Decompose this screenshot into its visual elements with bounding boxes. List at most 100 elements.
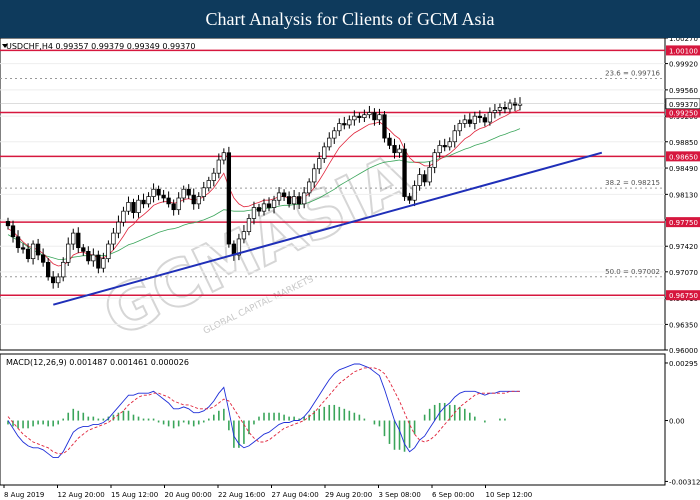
price-tick-label: 0.98850 bbox=[669, 139, 698, 147]
candle-body bbox=[432, 152, 437, 168]
candle-body bbox=[136, 199, 141, 213]
main-price-panel: GCMASIAGLOBAL CAPITAL MARKETS 23.6 = 0.9… bbox=[0, 38, 666, 353]
macd-tick-label: 0.00 bbox=[669, 418, 685, 426]
level-label: 0.97750 bbox=[669, 219, 698, 227]
fibonacci-label: 50.0 = 0.97002 bbox=[605, 268, 660, 276]
time-axis: 8 Aug 2019 12 Aug 20:00 15 Aug 12:00 20 Aug… bbox=[3, 485, 533, 499]
candle-body bbox=[226, 152, 232, 245]
candle-body bbox=[407, 196, 412, 201]
candle-body bbox=[76, 232, 81, 249]
candle-body bbox=[176, 197, 181, 211]
macd-label: MACD(12,26,9) 0.001487 0.001461 0.000026 bbox=[6, 358, 189, 367]
candle-body bbox=[246, 218, 252, 232]
level-label: 0.96750 bbox=[669, 292, 698, 300]
candle-body bbox=[357, 115, 362, 118]
candle-body bbox=[291, 196, 297, 205]
time-tick-label: 10 Sep 12:00 bbox=[486, 491, 533, 499]
page-title: Chart Analysis for Clients of GCM Asia bbox=[0, 0, 700, 38]
candle-body bbox=[302, 192, 307, 205]
candle-body bbox=[387, 137, 392, 146]
candle-body bbox=[266, 203, 272, 208]
candle-body bbox=[442, 145, 447, 148]
candle-body bbox=[10, 225, 16, 238]
candle-body bbox=[101, 258, 106, 269]
candle-body bbox=[221, 152, 226, 161]
macd-axis: 0.00295 0.00 -0.003122 bbox=[665, 360, 700, 486]
candle-body bbox=[286, 196, 292, 205]
level-label: 0.98650 bbox=[669, 153, 698, 161]
candle-body bbox=[106, 243, 111, 260]
fibonacci-label: 23.6 = 0.99716 bbox=[605, 69, 660, 77]
candle-body bbox=[397, 148, 402, 154]
last-price-label: 0.99370 bbox=[669, 101, 698, 109]
candle-body bbox=[402, 148, 407, 197]
candle-body bbox=[51, 276, 56, 284]
candle-body bbox=[141, 199, 146, 205]
candles bbox=[5, 97, 523, 289]
candle-body bbox=[146, 196, 151, 205]
macd-tick-label: 0.00295 bbox=[669, 360, 698, 368]
candle-body bbox=[352, 115, 357, 121]
price-tick-label: 0.96000 bbox=[669, 347, 698, 355]
candle-body bbox=[422, 174, 427, 183]
candle-body bbox=[362, 114, 367, 118]
candle-body bbox=[276, 192, 282, 201]
candle-body bbox=[312, 168, 317, 183]
candle-body bbox=[211, 172, 216, 181]
candle-body bbox=[296, 196, 302, 205]
candle-body bbox=[71, 232, 76, 245]
trend-line bbox=[53, 151, 603, 306]
candle-body bbox=[201, 187, 206, 197]
price-tick-label: 0.98130 bbox=[669, 191, 698, 199]
candle-body bbox=[452, 130, 457, 143]
time-tick-label: 27 Aug 04:00 bbox=[272, 491, 319, 499]
candle-body bbox=[256, 207, 262, 212]
level-label-box bbox=[666, 217, 700, 228]
candle-body bbox=[206, 180, 211, 189]
candle-body bbox=[507, 102, 513, 110]
candle-body bbox=[392, 145, 397, 154]
collapse-triangle-icon[interactable] bbox=[2, 44, 8, 48]
time-tick-label: 15 Aug 12:00 bbox=[111, 491, 158, 499]
support-resistance-lines bbox=[0, 49, 665, 296]
macd-tick-label: -0.003122 bbox=[669, 478, 700, 486]
candle-body bbox=[191, 194, 196, 205]
candle-body bbox=[116, 221, 121, 234]
candle-body bbox=[367, 112, 372, 116]
candle-body bbox=[317, 158, 322, 170]
time-tick-label: 8 Aug 2019 bbox=[4, 491, 44, 499]
level-label-box bbox=[666, 45, 700, 56]
candle-body bbox=[186, 188, 191, 196]
candle-body bbox=[111, 232, 116, 245]
time-tick-label: 6 Sep 00:00 bbox=[432, 491, 474, 499]
candle-body bbox=[241, 231, 247, 240]
candle-body bbox=[342, 123, 347, 126]
price-tick-label: 0.98490 bbox=[669, 165, 698, 173]
candle-body bbox=[96, 254, 101, 269]
candle-body bbox=[30, 243, 36, 260]
macd-main-line bbox=[7, 363, 520, 459]
candle-body bbox=[372, 112, 377, 121]
candle-body bbox=[382, 114, 387, 139]
price-tick-label: 0.97420 bbox=[669, 243, 698, 251]
candle-body bbox=[161, 194, 166, 199]
level-label: 1.00100 bbox=[669, 47, 698, 55]
price-tick-label: 0.97070 bbox=[669, 269, 698, 277]
candle-body bbox=[61, 261, 66, 278]
ohlc-label: USDCHF,H4 0.99357 0.99379 0.99349 0.9937… bbox=[6, 42, 195, 51]
candle-body bbox=[126, 202, 131, 212]
price-tick-label: 0.99560 bbox=[669, 87, 698, 95]
macd-lines bbox=[7, 363, 520, 459]
level-label-box bbox=[666, 290, 700, 301]
candle-body bbox=[20, 247, 26, 250]
candle-body bbox=[15, 236, 21, 249]
candle-body bbox=[271, 199, 277, 208]
level-label-box bbox=[666, 151, 700, 162]
time-tick-label: 3 Sep 08:00 bbox=[379, 491, 421, 499]
candle-body bbox=[81, 247, 86, 252]
candle-body bbox=[462, 119, 467, 124]
candle-body bbox=[25, 248, 31, 260]
candle-body bbox=[512, 102, 518, 106]
candle-body bbox=[417, 174, 422, 186]
candle-body bbox=[327, 137, 332, 148]
